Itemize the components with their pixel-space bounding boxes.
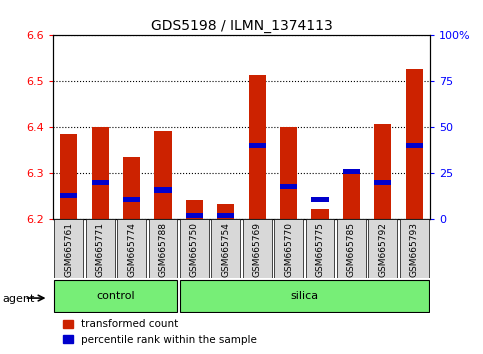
Bar [280,184,297,189]
Text: GSM665754: GSM665754 [221,222,230,277]
Text: GSM665793: GSM665793 [410,222,419,278]
Bar [186,200,203,219]
Bar [217,204,234,219]
Bar [92,180,109,185]
Bar [374,180,391,185]
Bar [123,157,140,219]
Bar [117,219,146,278]
Bar [243,219,271,278]
Text: GSM665771: GSM665771 [96,222,105,278]
Text: GSM665792: GSM665792 [378,222,387,277]
Bar [406,143,423,148]
Bar [60,193,77,198]
Bar [92,126,109,219]
Bar [343,170,360,219]
Bar [60,135,77,219]
Bar [249,75,266,219]
Legend: transformed count, percentile rank within the sample: transformed count, percentile rank withi… [58,315,261,349]
Bar [400,219,428,278]
Bar [217,213,234,218]
Bar [280,126,297,219]
Bar [123,197,140,202]
Text: GSM665769: GSM665769 [253,222,262,278]
Bar [155,188,171,193]
Bar [55,280,177,312]
Text: GSM665770: GSM665770 [284,222,293,278]
Text: GSM665774: GSM665774 [127,222,136,277]
Bar [155,131,171,219]
Text: silica: silica [290,291,318,301]
Text: GSM665785: GSM665785 [347,222,356,278]
Bar [337,219,366,278]
Bar [180,280,428,312]
Bar [312,209,328,219]
Text: agent: agent [2,294,35,304]
Bar [86,219,114,278]
Text: control: control [97,291,135,301]
Bar [274,219,303,278]
Bar [306,219,334,278]
Text: GSM665761: GSM665761 [64,222,73,278]
Bar [212,219,240,278]
Bar [55,219,83,278]
Bar [312,197,328,202]
Text: GSM665775: GSM665775 [315,222,325,278]
Bar [369,219,397,278]
Bar [149,219,177,278]
Bar [374,124,391,219]
Bar [343,169,360,174]
Bar [406,69,423,219]
Title: GDS5198 / ILMN_1374113: GDS5198 / ILMN_1374113 [151,19,332,33]
Text: GSM665788: GSM665788 [158,222,168,278]
Bar [249,143,266,148]
Text: GSM665750: GSM665750 [190,222,199,278]
Bar [180,219,209,278]
Bar [186,213,203,218]
